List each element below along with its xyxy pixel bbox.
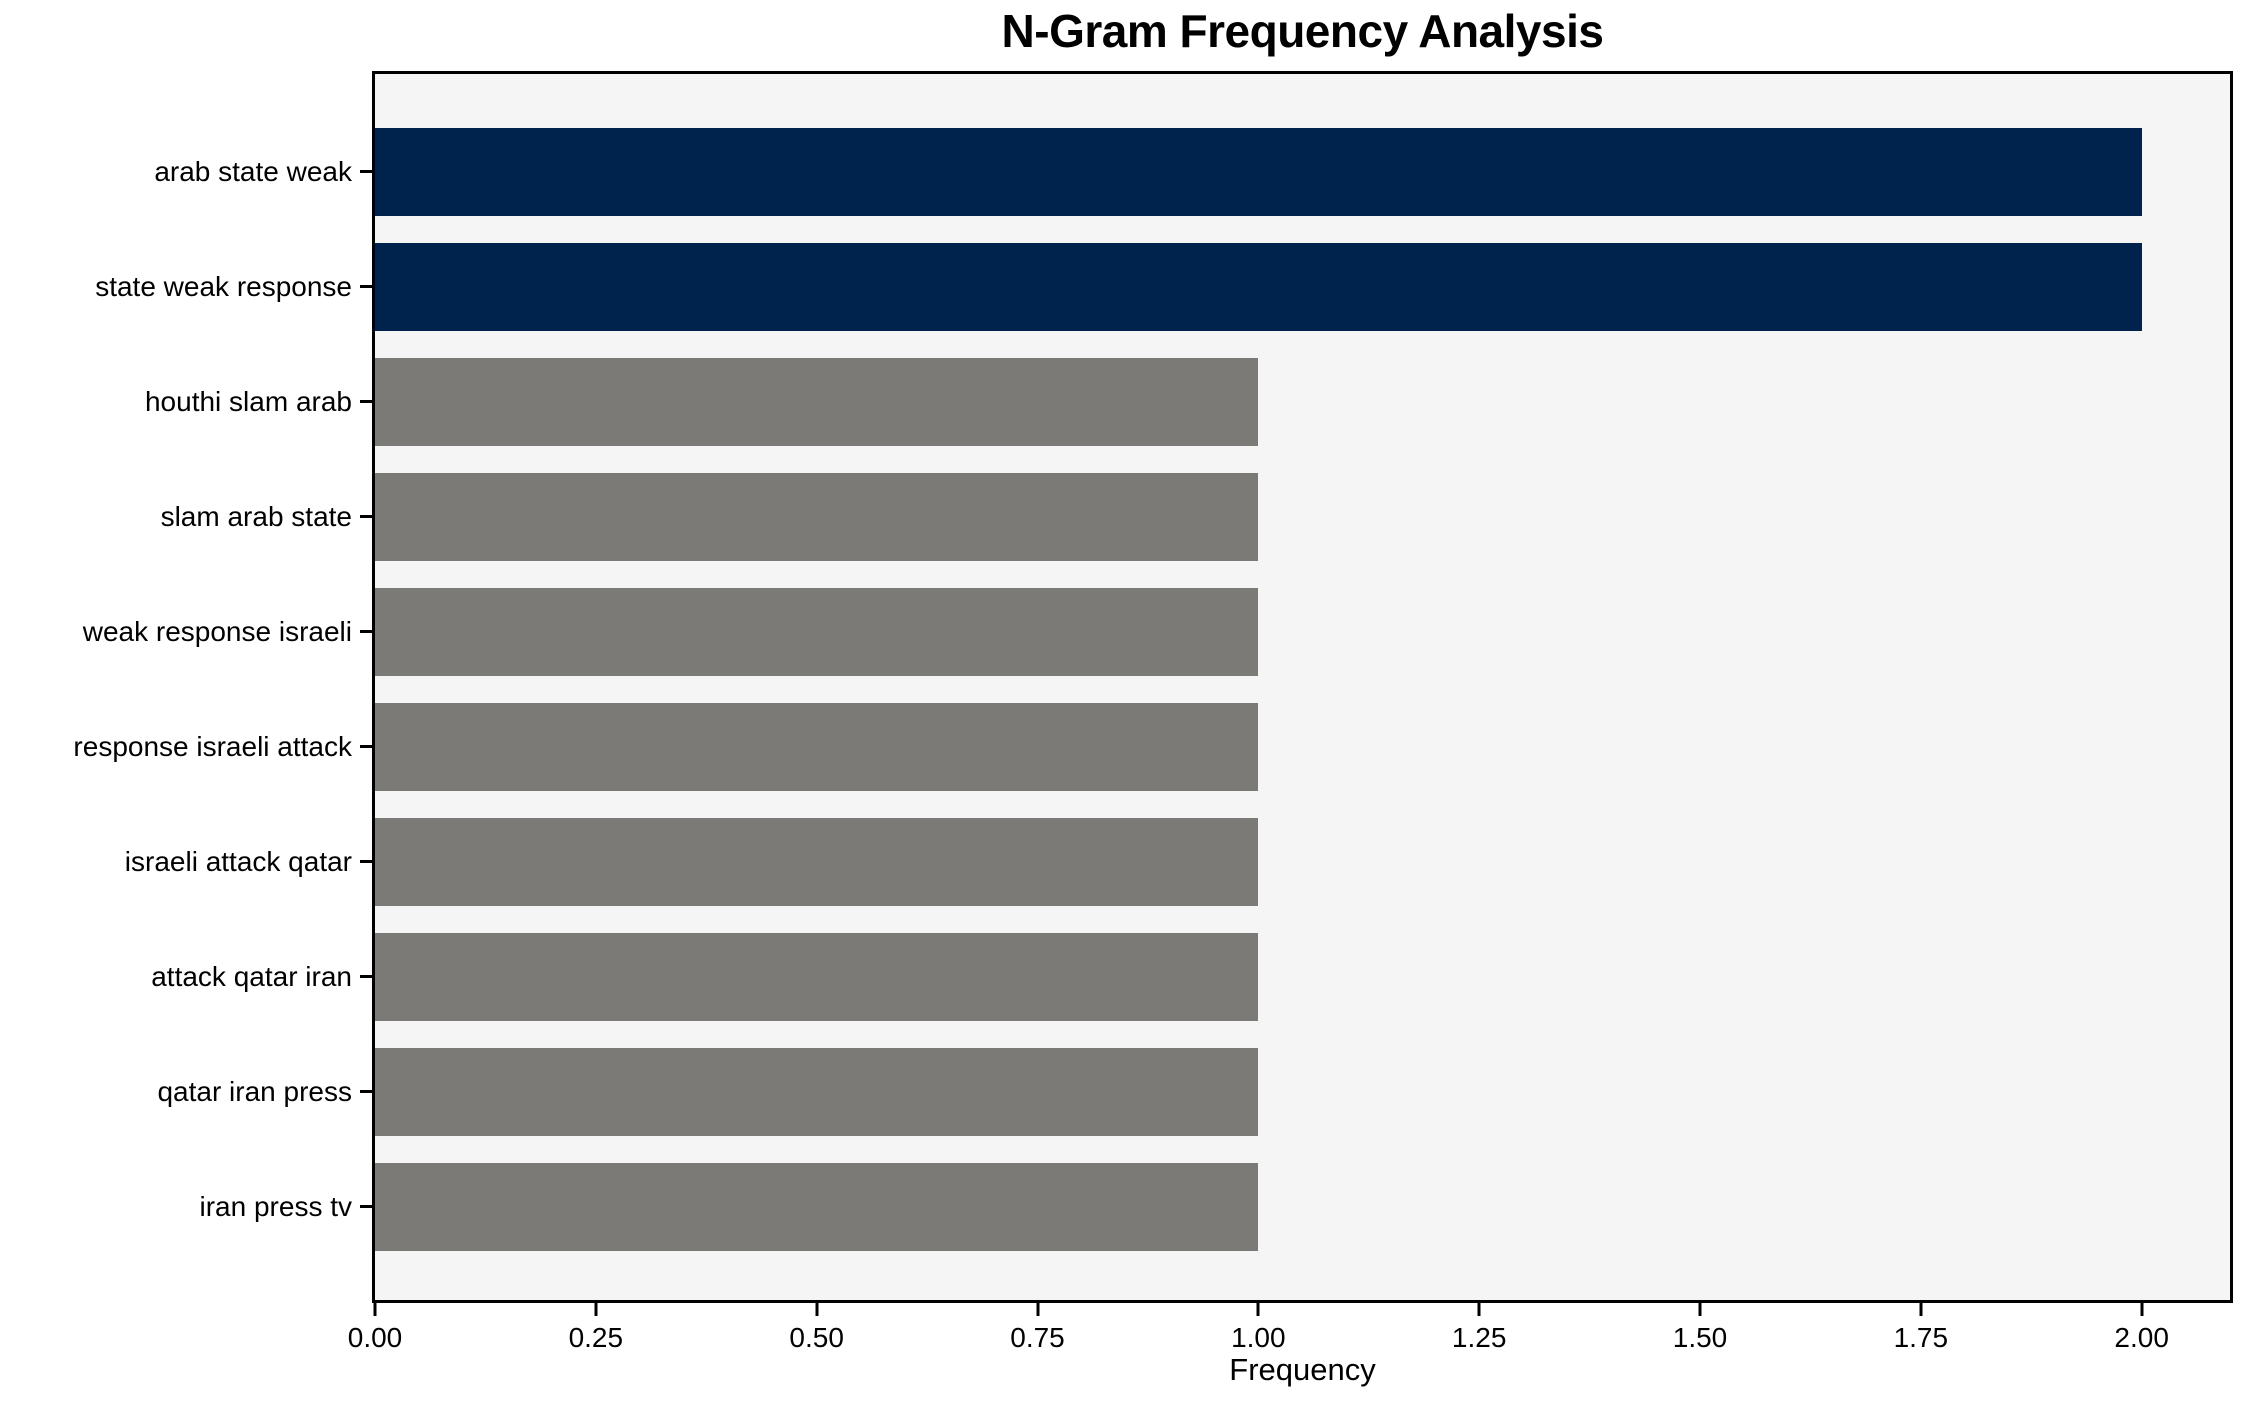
- y-tick-mark: [360, 745, 372, 748]
- bar: [375, 587, 1259, 676]
- bar: [375, 242, 2142, 331]
- x-tick-mark: [1919, 1303, 1923, 1316]
- x-tick-mark: [1256, 1303, 1260, 1316]
- bars: [375, 74, 2230, 1300]
- x-tick-label: 2.00: [2114, 1322, 2169, 1353]
- bar-row: [375, 804, 2230, 919]
- x-tick-label: 0.00: [347, 1322, 403, 1353]
- y-tick-mark: [360, 285, 372, 288]
- x-tick-label: 1.25: [1451, 1322, 1507, 1353]
- x-tick-label: 1.00: [1231, 1322, 1286, 1353]
- bar-row: [375, 1149, 2230, 1264]
- x-tick-mark: [594, 1303, 598, 1316]
- y-tick-mark: [360, 515, 372, 518]
- y-tick-label: qatar iran press: [157, 1075, 352, 1107]
- y-tick-mark: [360, 170, 372, 173]
- y-tick-label: slam arab state: [160, 500, 352, 532]
- y-tick-mark: [360, 630, 372, 633]
- x-tick-mark: [1698, 1303, 1702, 1316]
- y-tick-label: response israeli attack: [73, 730, 352, 762]
- bar: [375, 1047, 1259, 1136]
- bar: [375, 932, 1259, 1021]
- bar: [375, 817, 1259, 906]
- y-axis-labels: arab state weak state weak response houthi…: [0, 74, 352, 1340]
- y-tick-mark: [360, 400, 372, 403]
- bar-row: [375, 919, 2230, 1034]
- bar: [375, 357, 1259, 446]
- x-tick-mark: [1036, 1303, 1039, 1316]
- x-tick-label: 0.25: [568, 1322, 624, 1353]
- bar-row: [375, 574, 2230, 689]
- x-tick-label: 0.50: [789, 1322, 844, 1353]
- y-tick-label: weak response israeli: [82, 615, 352, 647]
- bar-row: [375, 689, 2230, 804]
- x-tick-label: 0.75: [1010, 1322, 1065, 1353]
- y-tick-mark: [360, 1205, 372, 1208]
- y-tick-mark: [360, 1090, 372, 1093]
- y-tick-mark: [360, 860, 372, 863]
- bar-row: [375, 1034, 2230, 1149]
- x-tick-mark: [373, 1303, 377, 1316]
- x-tick-mark: [815, 1303, 819, 1316]
- y-tick-mark: [360, 975, 372, 978]
- x-tick-mark: [1477, 1303, 1481, 1316]
- chart-title: N-Gram Frequency Analysis: [1001, 5, 1604, 57]
- bar: [375, 472, 1259, 561]
- bar-row: [375, 459, 2230, 574]
- bar-row: [375, 229, 2230, 344]
- bar-row: [375, 344, 2230, 459]
- y-tick-label: attack qatar iran: [151, 960, 352, 992]
- bar: [375, 702, 1259, 791]
- bar-row: [375, 114, 2230, 229]
- y-tick-label: state weak response: [95, 270, 352, 302]
- y-tick-label: iran press tv: [199, 1190, 353, 1222]
- y-tick-label: israeli attack qatar: [124, 845, 352, 877]
- x-tick-label: 1.75: [1893, 1322, 1949, 1353]
- x-tick-label: 1.50: [1672, 1322, 1728, 1353]
- y-tick-label: arab state weak: [154, 155, 352, 187]
- x-axis: 0.00 0.25 0.50 0.75 1.00 1.25 1.50 1.75 2.00: [348, 1303, 2230, 1363]
- bar: [375, 127, 2142, 216]
- x-tick-mark: [2140, 1303, 2144, 1316]
- plot-area: [360, 71, 2233, 1303]
- y-tick-label: houthi slam arab: [144, 385, 352, 417]
- bar: [375, 1162, 1259, 1251]
- x-axis-label: Frequency: [1229, 1352, 1376, 1387]
